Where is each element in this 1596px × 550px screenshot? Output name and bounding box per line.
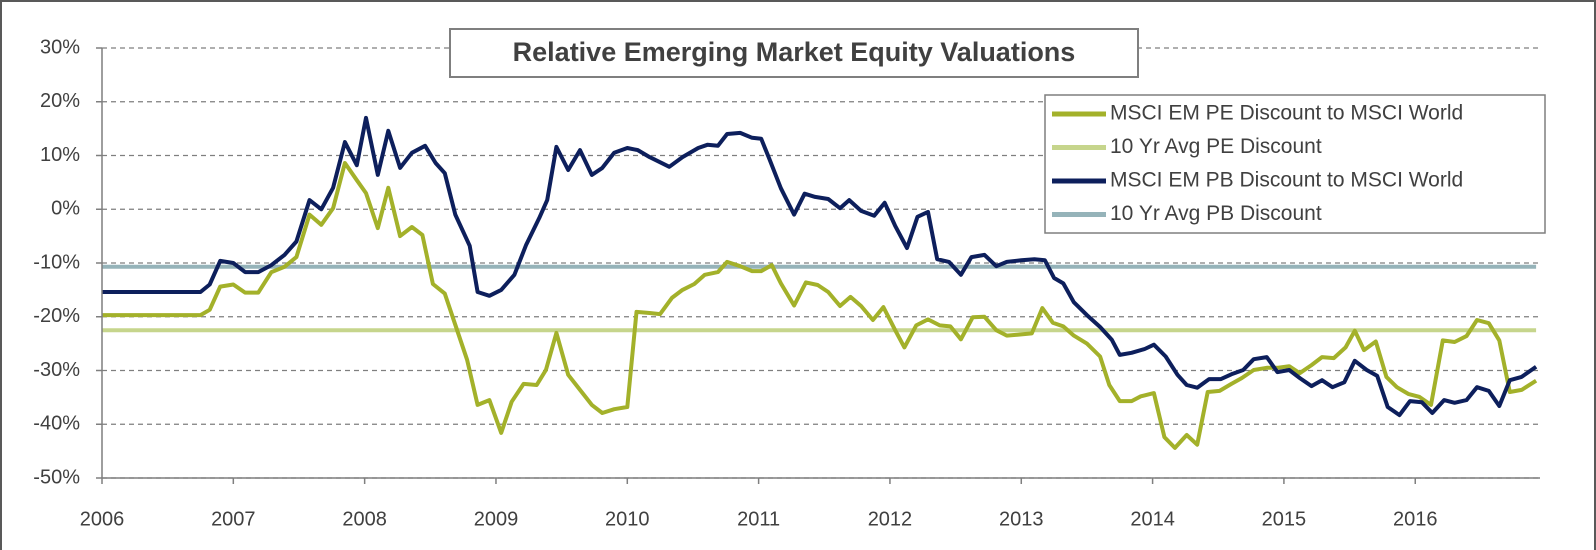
x-tick-label: 2016 <box>1393 508 1438 530</box>
y-tick-label: 10% <box>40 144 80 166</box>
x-tick-label: 2014 <box>1130 508 1175 530</box>
legend-box <box>1044 94 1546 234</box>
series-line <box>102 161 1538 450</box>
axes: 30% 20% 10% 0% -10% -20% -30% -40% -50%2006 2007 2… <box>33 36 1540 530</box>
legend-label: 10 Yr Avg PE Discount <box>1110 135 1322 158</box>
legend-label: MSCI EM PB Discount to MSCI World <box>1110 169 1463 192</box>
x-tick-label: 2006 <box>80 508 125 530</box>
x-tick-label: 2013 <box>999 508 1044 530</box>
y-tick-label: 0% <box>51 198 80 220</box>
x-tick-label: 2011 <box>737 508 780 530</box>
x-tick-label: 2010 <box>605 508 650 530</box>
legend-label: 10 Yr Avg PB Discount <box>1110 202 1322 225</box>
x-tick-label: 2015 <box>1262 508 1307 530</box>
title-box <box>449 28 1139 78</box>
y-tick-label: -20% <box>33 305 80 327</box>
chart-title: Relative Emerging Market Equity Valuatio… <box>513 37 1076 67</box>
legend: MSCI EM PE Discount to MSCI World 10 Yr A… <box>1052 102 1463 225</box>
y-tick-label: -50% <box>33 466 80 488</box>
series-line <box>102 115 1538 418</box>
y-tick-label: 30% <box>40 36 80 58</box>
y-tick-label: -10% <box>33 251 80 273</box>
x-tick-label: 2012 <box>868 508 913 530</box>
legend-label: MSCI EM PE Discount to MSCI World <box>1110 102 1463 125</box>
x-tick-label: 2007 <box>211 508 256 530</box>
x-tick-label: 2008 <box>342 508 387 530</box>
x-tick-label: 2009 <box>474 508 519 530</box>
y-tick-label: 20% <box>40 90 80 112</box>
lines <box>102 115 1538 450</box>
y-tick-label: -30% <box>33 359 80 381</box>
y-tick-label: -40% <box>33 413 80 435</box>
